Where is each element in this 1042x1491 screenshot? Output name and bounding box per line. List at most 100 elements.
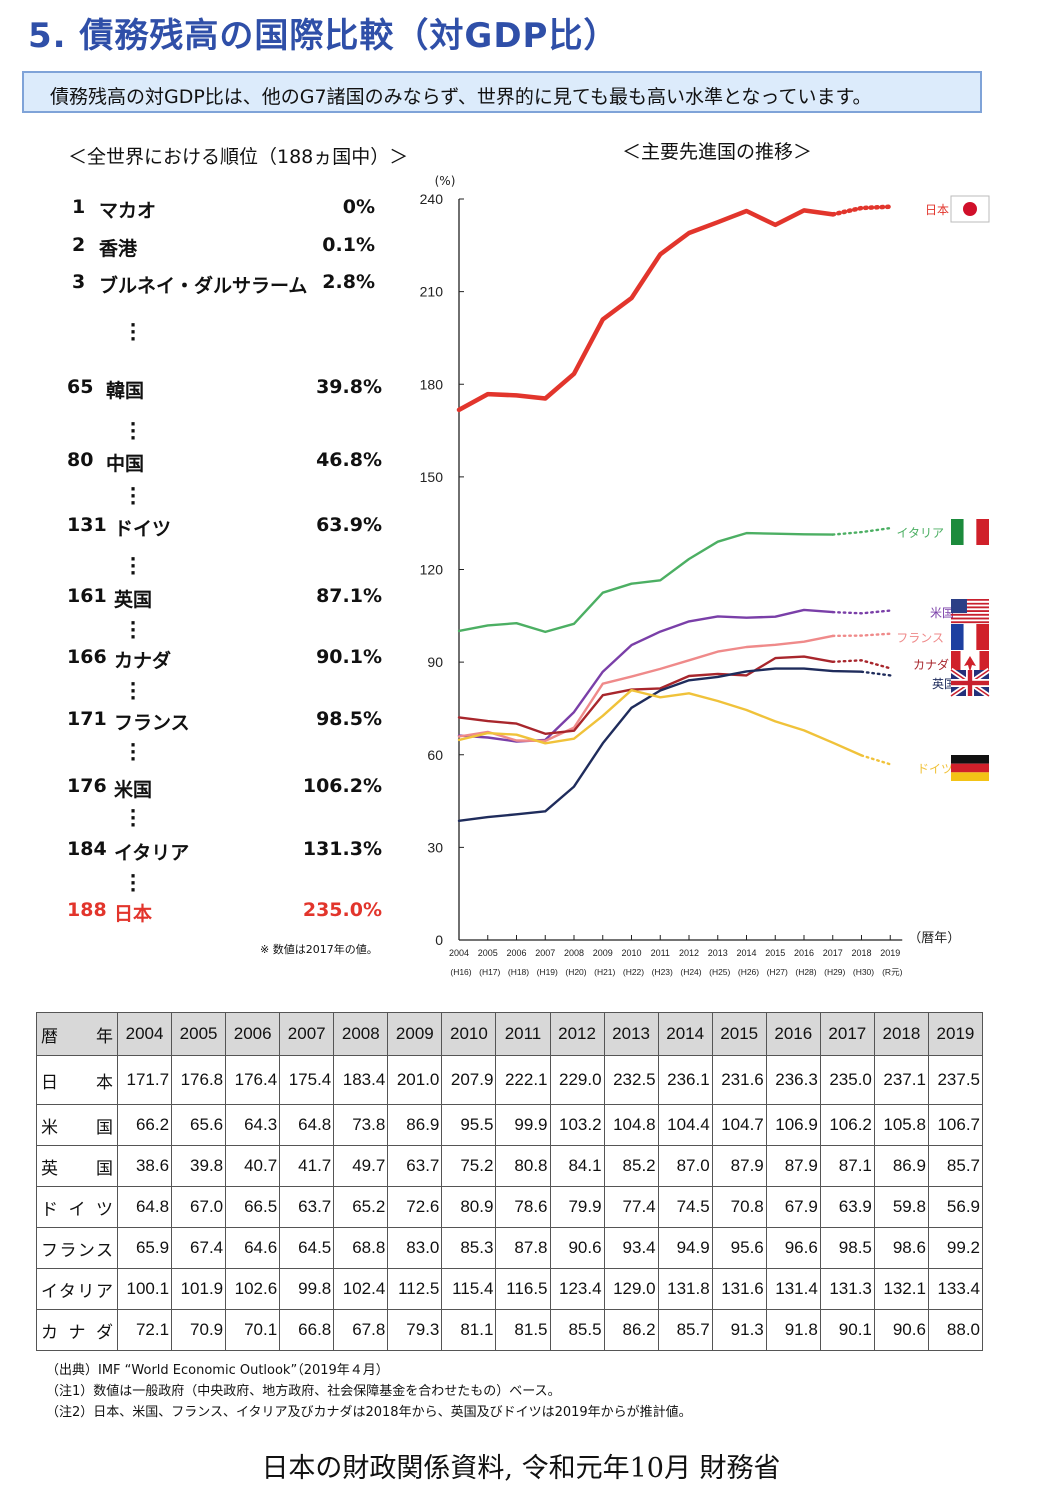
table-cell: 64.5 bbox=[279, 1227, 335, 1269]
ranking-rank: 1 bbox=[72, 196, 86, 218]
table-year-header: 2005 bbox=[171, 1012, 227, 1056]
gb-flag-icon bbox=[949, 667, 991, 699]
ellipsis-dots: · · · bbox=[129, 866, 137, 901]
ranking-country: ブルネイ・ダルサラーム bbox=[99, 275, 308, 297]
table-cell: 115.4 bbox=[441, 1268, 497, 1310]
ranking-country: カナダ bbox=[114, 650, 172, 672]
series-estimate-line-1 bbox=[831, 526, 892, 536]
table-cell: 63.9 bbox=[819, 1186, 875, 1228]
table-cell: 207.9 bbox=[441, 1055, 497, 1105]
ellipsis-dots: · · · bbox=[129, 479, 137, 514]
x-tick-label: 2016 bbox=[794, 948, 814, 958]
table-cell: 116.5 bbox=[495, 1268, 551, 1310]
series-estimate-line-3 bbox=[831, 632, 892, 638]
ranking-value: 63.9% bbox=[316, 514, 382, 536]
x-tick-label: 2015 bbox=[765, 948, 785, 958]
table-cell: 65.9 bbox=[116, 1227, 173, 1269]
table-cell: 99.2 bbox=[927, 1227, 984, 1269]
table-year-header: 2008 bbox=[333, 1012, 389, 1056]
ranking-value: 98.5% bbox=[316, 708, 382, 730]
x-tick-label: 2017 bbox=[823, 948, 843, 958]
table-year-header: 2006 bbox=[225, 1012, 281, 1056]
series-label: ドイツ bbox=[917, 762, 953, 776]
x-tick-label: 2012 bbox=[679, 948, 699, 958]
table-cell: 94.9 bbox=[657, 1227, 713, 1269]
series-estimate-line-6 bbox=[860, 754, 892, 766]
table-cell: 90.1 bbox=[819, 1309, 875, 1351]
x-tick-sublabel: (H21) bbox=[594, 967, 615, 977]
x-tick-sublabel: (H30) bbox=[853, 967, 874, 977]
series-label: カナダ bbox=[913, 657, 949, 672]
table-row-label: カ ナ ダ bbox=[36, 1309, 118, 1351]
series-line-3 bbox=[457, 634, 834, 743]
de-flag-icon bbox=[951, 755, 989, 781]
table-cell: 102.4 bbox=[333, 1268, 389, 1310]
y-tick-label: 240 bbox=[420, 191, 444, 207]
table-cell: 66.5 bbox=[225, 1186, 281, 1228]
ranking-country: 香港 bbox=[99, 238, 138, 260]
y-tick-label: 30 bbox=[427, 839, 443, 855]
y-tick-label: 60 bbox=[427, 747, 443, 763]
table-cell: 235.0 bbox=[819, 1055, 875, 1105]
table-cell: 86.9 bbox=[873, 1145, 929, 1187]
ellipsis-dots: · · · bbox=[129, 613, 137, 648]
table-cell: 123.4 bbox=[549, 1268, 605, 1310]
table-row: 米 国 66.2 65.6 64.3 64.8 73.8 86.9 95.5 99.9 103.2… bbox=[36, 1104, 984, 1146]
x-tick-sublabel: (H26) bbox=[738, 967, 759, 977]
ranking-value: 235.0% bbox=[302, 899, 382, 921]
table-cell: 86.9 bbox=[387, 1104, 443, 1146]
x-tick-sublabel: (H22) bbox=[623, 967, 644, 977]
fr-flag-icon bbox=[951, 624, 989, 650]
ranking-rank: 184 bbox=[67, 838, 107, 860]
table-cell: 87.0 bbox=[657, 1145, 713, 1187]
series-line-4 bbox=[457, 655, 834, 735]
it-flag-icon bbox=[951, 519, 989, 545]
note-1: （注1）数値は一般政府（中央政府、地方政府、社会保障基金を合わせたもの）ベース。 bbox=[46, 1384, 561, 1399]
table-cell: 72.1 bbox=[116, 1309, 173, 1351]
table-cell: 87.8 bbox=[495, 1227, 551, 1269]
table-cell: 129.0 bbox=[603, 1268, 659, 1310]
x-tick-sublabel: (H27) bbox=[767, 967, 788, 977]
x-tick-sublabel: (H28) bbox=[795, 967, 816, 977]
table-year-header: 2013 bbox=[603, 1012, 659, 1056]
table-row: フランス 65.9 67.4 64.6 64.5 68.8 83.0 85.3 87.8 90.6… bbox=[36, 1227, 984, 1269]
table-cell: 41.7 bbox=[279, 1145, 335, 1187]
debt-line-chart: 0 30 60 90 120 150 180 210 240 (%) 2004 (H16) 2005 (H… bbox=[420, 174, 991, 977]
ranking-rank: 80 bbox=[67, 449, 94, 471]
table-year-header: 2017 bbox=[819, 1012, 875, 1056]
ranking-heading: ＜全世界における順位（188ヵ国中）＞ bbox=[68, 146, 409, 168]
table-cell: 64.8 bbox=[116, 1186, 173, 1228]
table-cell: 63.7 bbox=[279, 1186, 335, 1228]
x-tick-sublabel: (H18) bbox=[508, 967, 529, 977]
y-tick-label: 0 bbox=[435, 932, 443, 948]
series-line-6 bbox=[457, 689, 863, 757]
table-cell: 237.5 bbox=[927, 1055, 984, 1105]
x-tick-sublabel: (R元) bbox=[882, 967, 902, 977]
table-cell: 68.8 bbox=[333, 1227, 389, 1269]
table-cell: 85.3 bbox=[441, 1227, 497, 1269]
table-cell: 72.6 bbox=[387, 1186, 443, 1228]
series-label: 英国 bbox=[932, 677, 956, 691]
table-cell: 88.0 bbox=[927, 1309, 984, 1351]
table-row-label: イタリア bbox=[36, 1268, 118, 1310]
table-cell: 99.8 bbox=[279, 1268, 335, 1310]
table-cell: 85.2 bbox=[603, 1145, 659, 1187]
ranking-value: 2.8% bbox=[322, 271, 375, 293]
table-cell: 87.9 bbox=[765, 1145, 821, 1187]
table-cell: 93.4 bbox=[603, 1227, 659, 1269]
ranking-value: 90.1% bbox=[316, 646, 382, 668]
table-row: 英 国 38.6 39.8 40.7 41.7 49.7 63.7 75.2 80.8 84.1 8… bbox=[36, 1145, 984, 1187]
ranking-value: 106.2% bbox=[302, 775, 382, 797]
table-cell: 95.6 bbox=[711, 1227, 767, 1269]
table-cell: 67.9 bbox=[765, 1186, 821, 1228]
table-cell: 79.3 bbox=[387, 1309, 443, 1351]
series-estimate-line-0 bbox=[830, 204, 893, 217]
table-year-header: 2019 bbox=[927, 1012, 984, 1056]
x-tick-label: 2007 bbox=[535, 948, 555, 958]
ranking-value: 87.1% bbox=[316, 585, 382, 607]
ellipsis-dots: · · · bbox=[129, 674, 137, 709]
table-cell: 84.1 bbox=[549, 1145, 605, 1187]
x-tick-sublabel: (H29) bbox=[824, 967, 845, 977]
table-cell: 40.7 bbox=[225, 1145, 281, 1187]
x-tick-label: 2018 bbox=[851, 948, 871, 958]
